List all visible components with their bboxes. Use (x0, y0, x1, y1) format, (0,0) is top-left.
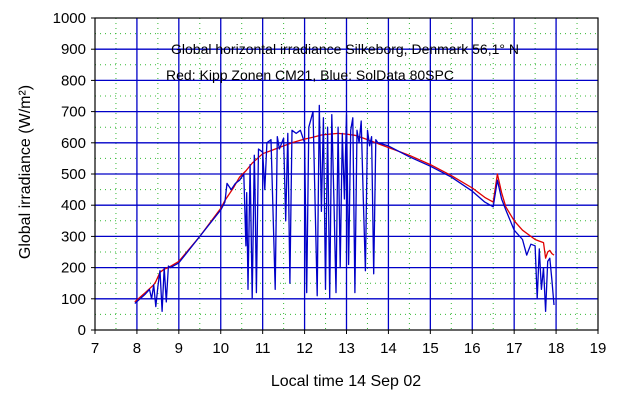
chart-title-line1: Global horizontal irradiance Silkeborg, … (171, 41, 519, 57)
y-axis-label: Global irradiance (W/m²) (17, 85, 34, 259)
x-tick-label: 12 (296, 340, 313, 357)
y-tick-label: 700 (61, 104, 86, 121)
chart-title-line2: Red: Kipp Zonen CM21, Blue: SolData 80SP… (166, 67, 454, 83)
x-tick-label: 15 (422, 340, 439, 357)
x-tick-label: 13 (338, 340, 355, 357)
x-tick-label: 18 (548, 340, 565, 357)
x-tick-label: 16 (464, 340, 481, 357)
y-axis-ticks: 0 100 200 300 400 500 600 700 800 900 1000 (53, 10, 95, 339)
y-tick-label: 300 (61, 228, 86, 245)
y-tick-label: 100 (61, 291, 86, 308)
x-tick-label: 7 (91, 340, 99, 357)
y-tick-label: 900 (61, 41, 86, 58)
y-tick-label: 1000 (53, 10, 86, 27)
series-layer (134, 104, 555, 312)
y-tick-label: 800 (61, 72, 86, 89)
x-tick-label: 17 (506, 340, 523, 357)
x-tick-label: 10 (212, 340, 229, 357)
x-tick-label: 19 (590, 340, 607, 357)
x-tick-label: 11 (255, 340, 271, 357)
y-tick-label: 600 (61, 135, 86, 152)
x-tick-label: 14 (380, 340, 397, 357)
y-tick-label: 200 (61, 260, 86, 277)
x-axis-ticks: 7 8 9 10 11 12 13 14 15 16 17 18 19 (91, 330, 607, 357)
y-tick-label: 400 (61, 197, 86, 214)
x-tick-label: 9 (175, 340, 183, 357)
x-axis-label: Local time 14 Sep 02 (271, 373, 421, 390)
y-tick-label: 0 (78, 322, 86, 339)
series-line-soldata (134, 104, 555, 312)
y-tick-label: 500 (61, 166, 86, 183)
x-tick-label: 8 (133, 340, 141, 357)
